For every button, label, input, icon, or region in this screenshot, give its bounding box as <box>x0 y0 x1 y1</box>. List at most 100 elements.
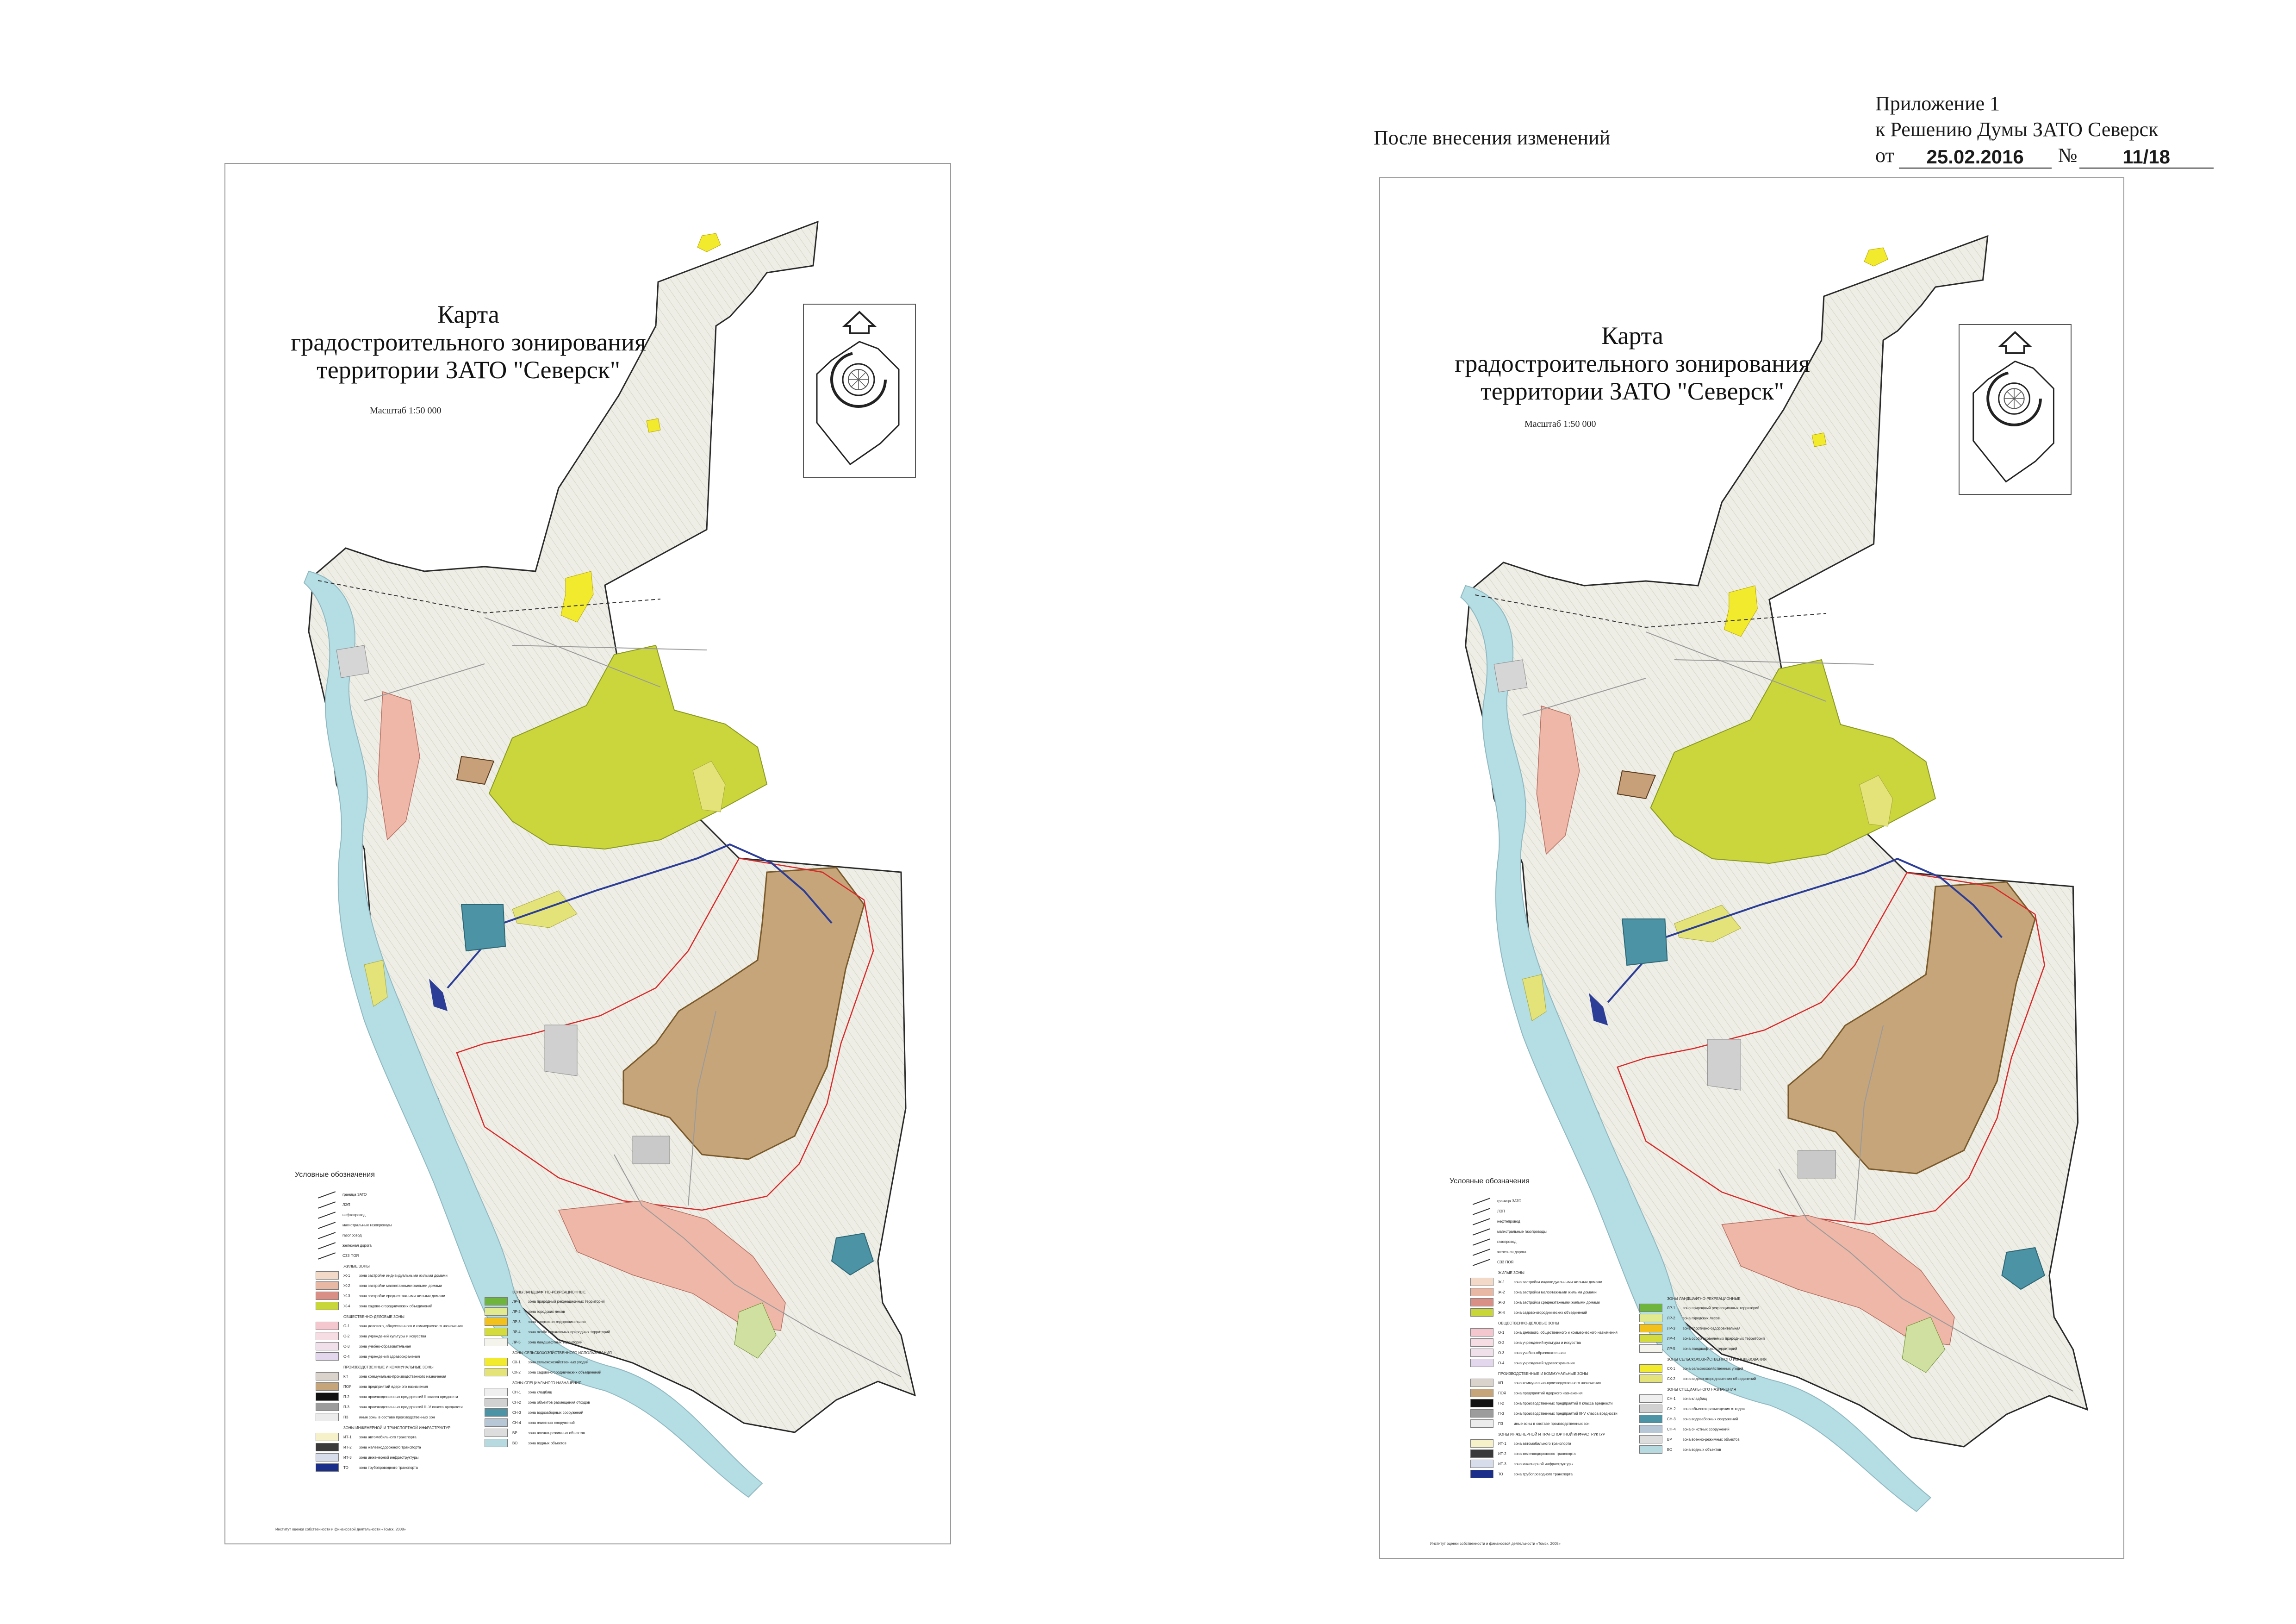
legend-line-label: нефтепровод <box>1497 1219 1520 1224</box>
line-symbol-icon <box>1470 1238 1493 1245</box>
line-symbol-icon <box>316 1252 338 1259</box>
legend-item: ВР зона военно-режимных объектов <box>1639 1434 1767 1444</box>
water-intake-area <box>2001 1247 2045 1290</box>
zoning-map-after <box>1460 235 2089 1512</box>
legend-label: зона водозаборных сооружений <box>528 1410 584 1415</box>
legend-item: ТО зона трубопроводного транспорта <box>1470 1469 1618 1479</box>
legend-swatch <box>485 1398 508 1406</box>
legend-swatch <box>316 1393 339 1401</box>
legend-label: зона железнодорожного транспорта <box>359 1445 421 1449</box>
legend-code: ПЗ <box>343 1415 348 1419</box>
agri-area <box>1811 432 1827 447</box>
legend-label: зона сельскохозяйственных угодий <box>1683 1366 1743 1371</box>
legend-group-title: Зоны сельскохозяйственного использования <box>512 1351 612 1355</box>
legend-label: зона железнодорожного транспорта <box>1514 1451 1576 1456</box>
gardens-area <box>1522 974 1547 1021</box>
map-legend: Условные обозначения граница ЗАТО ЛЭП нефте… <box>269 1171 917 1523</box>
legend-label: зона садово-огороднических объединений <box>359 1304 433 1308</box>
legend-swatch <box>1639 1364 1662 1373</box>
legend-group-title: Зоны инженерной и транспортной инфрастру… <box>1498 1432 1605 1437</box>
legend-label: зона инженерной инфраструктуры <box>1514 1462 1574 1466</box>
sheet-footer: Институт оценки собственности и финансов… <box>275 1527 406 1531</box>
legend-label: зона делового, общественного и коммерчес… <box>1514 1330 1618 1335</box>
legend-item: ПОЯ зона предприятий ядерного назначения <box>316 1381 463 1392</box>
water-intake-area <box>460 904 506 952</box>
north-arrow-icon <box>816 311 900 466</box>
legend-swatch <box>485 1388 508 1396</box>
line-symbol-icon <box>1470 1258 1493 1266</box>
line-symbol-icon <box>1470 1207 1493 1215</box>
legend-swatch <box>316 1271 339 1280</box>
legend-code: СХ-2 <box>512 1370 521 1374</box>
legend-code: ВР <box>512 1430 517 1435</box>
decision-number: 11/18 <box>2079 146 2214 169</box>
legend-label: зона застройки малоэтажными жилыми домам… <box>1514 1290 1597 1294</box>
industrial-zone <box>336 645 369 678</box>
legend-line-item: железная дорога <box>316 1240 463 1250</box>
sanitary-zone-line <box>456 857 874 1211</box>
legend-label: зона инженерной инфраструктуры <box>359 1455 419 1460</box>
legend-code: ЛР-4 <box>1667 1336 1675 1341</box>
legend-code: Ж-2 <box>343 1283 350 1288</box>
legend-item: ВР зона военно-режимных объектов <box>485 1428 612 1438</box>
map-title: Карта градостроительного зонирования тер… <box>1380 322 1885 405</box>
legend-label: зона спортивно-оздоровительная <box>528 1319 586 1324</box>
legend-code: СН-3 <box>512 1410 521 1415</box>
legend-label: иные зоны в составе производственных зон <box>1514 1421 1590 1426</box>
legend-item: ИТ-1 зона автомобильного транспорта <box>316 1432 463 1442</box>
legend-item: П-2 зона производственных предприятий II … <box>316 1392 463 1402</box>
legend-swatch <box>1470 1308 1493 1317</box>
legend-column-left: граница ЗАТО ЛЭП нефтепровод магистральные … <box>316 1189 463 1473</box>
pipeline-line <box>447 843 833 989</box>
legend-swatch <box>485 1418 508 1427</box>
legend-label: зона природный рекреационных территорий <box>528 1299 605 1304</box>
legend-item: ЛР-3 зона спортивно-оздоровительная <box>1639 1323 1767 1333</box>
legend-label: зона автомобильного транспорта <box>1514 1441 1571 1446</box>
line-symbol-icon <box>1470 1248 1493 1255</box>
legend-code: ВО <box>512 1441 518 1445</box>
legend-swatch <box>1470 1349 1493 1357</box>
road-line <box>614 1154 902 1377</box>
water-intake-area <box>831 1232 874 1276</box>
legend-swatch <box>485 1368 508 1376</box>
legend-label: иные зоны в составе производственных зон <box>359 1415 435 1419</box>
legend-group-title: Жилые зоны <box>1498 1271 1524 1275</box>
legend-item: ВО зона водных объектов <box>1639 1444 1767 1455</box>
legend-code: О-2 <box>1498 1340 1505 1345</box>
legend-label: зона объектов размещения отходов <box>528 1400 590 1405</box>
zoning-map-before <box>303 220 916 1498</box>
legend-code: КП <box>343 1374 348 1379</box>
legend-label: зона коммунально-производственного назна… <box>359 1374 446 1379</box>
legend-label: зона объектов размещения отходов <box>1683 1406 1745 1411</box>
legend-label: зона автомобильного транспорта <box>359 1435 417 1439</box>
after-changes-caption: После внесения изменений <box>1374 126 1611 149</box>
legend-item: ИТ-2 зона железнодорожного транспорта <box>316 1442 463 1452</box>
legend-item: Ж-2 зона застройки малоэтажными жилыми до… <box>316 1280 463 1291</box>
legend-item: СН-2 зона объектов размещения отходов <box>1639 1404 1767 1414</box>
legend-label: зона очистных сооружений <box>1683 1427 1730 1431</box>
legend-line-label: газопровод <box>342 1233 362 1237</box>
legend-label: зона кладбищ <box>1683 1396 1707 1401</box>
legend-swatch <box>1639 1324 1662 1332</box>
map-title-line2: градостроительного зонирования <box>1455 350 1810 377</box>
legend-code: Ж-3 <box>343 1293 350 1298</box>
legend-code: ИТ-2 <box>1498 1451 1506 1456</box>
legend-line-item: железная дорога <box>1470 1247 1618 1257</box>
legend-item: О-3 зона учебно-образовательная <box>316 1341 463 1351</box>
legend-line-item: магистральные газопроводы <box>1470 1226 1618 1237</box>
map-title-line3: территории ЗАТО "Северск" <box>1481 377 1784 405</box>
gardens-area <box>364 960 388 1007</box>
legend-swatch <box>1470 1470 1493 1478</box>
legend-label: зона учреждений культуры и искусства <box>1514 1340 1581 1345</box>
legend-line-item: граница ЗАТО <box>1470 1196 1618 1206</box>
legend-label: зона городских лесов <box>1683 1316 1720 1320</box>
legend-line-label: СЗЗ ПОЯ <box>1497 1260 1514 1264</box>
legend-label: зона учреждений здравоохранения <box>1514 1361 1575 1365</box>
legend-label: зона предприятий ядерного назначения <box>359 1384 428 1389</box>
legend-code: О-2 <box>343 1334 350 1338</box>
gardens-area <box>1859 775 1893 827</box>
nuclear-enterprise-zone <box>622 867 865 1160</box>
legend-line-label: газопровод <box>1497 1239 1517 1244</box>
power-line <box>317 580 661 614</box>
date-prefix: от <box>1875 144 1894 167</box>
